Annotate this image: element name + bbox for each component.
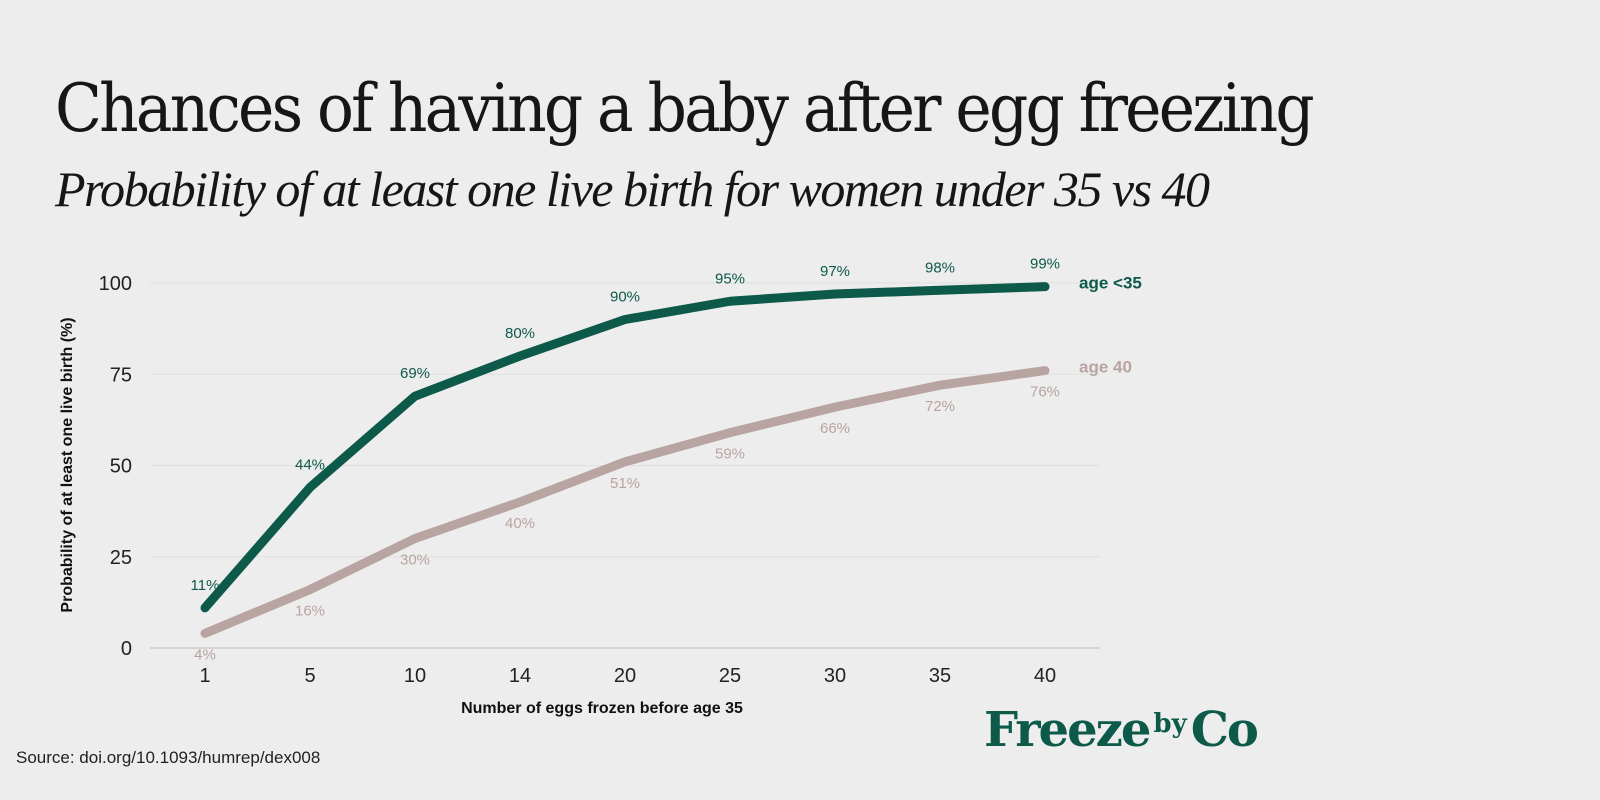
source-citation: Source: doi.org/10.1093/humrep/dex008 xyxy=(16,748,321,767)
x-tick-label: 35 xyxy=(929,665,951,687)
x-tick-label: 40 xyxy=(1034,665,1056,687)
data-label: 97% xyxy=(820,263,850,280)
chart-title: Chances of having a baby after egg freez… xyxy=(55,70,1315,147)
y-tick-label: 100 xyxy=(99,273,132,295)
data-label: 40% xyxy=(505,515,535,532)
y-axis-label: Probability of at least one live birth (… xyxy=(59,317,76,612)
logo-co: Co xyxy=(1190,702,1259,758)
x-tick-label: 5 xyxy=(304,665,315,687)
y-tick-label: 75 xyxy=(110,364,132,386)
data-label: 80% xyxy=(505,325,535,342)
series-line-age-under-35 xyxy=(200,282,1050,613)
data-label: 11% xyxy=(191,577,220,594)
data-label: 95% xyxy=(715,270,745,287)
data-label: 44% xyxy=(295,456,325,473)
data-label: 69% xyxy=(400,365,430,382)
y-tick-label: 25 xyxy=(110,547,132,569)
freezebyco-logo: Freeze byCo xyxy=(984,702,1259,758)
series-line-age-40 xyxy=(200,366,1050,638)
data-label: 72% xyxy=(925,398,955,415)
x-tick-label: 14 xyxy=(509,665,531,687)
x-tick-label: 30 xyxy=(824,665,846,687)
data-label: 98% xyxy=(925,259,955,276)
x-tick-label: 25 xyxy=(719,665,741,687)
x-tick-label: 1 xyxy=(199,665,210,687)
chart-subtitle: Probability of at least one live birth f… xyxy=(55,161,1210,217)
data-label: 51% xyxy=(610,475,640,492)
data-label: 59% xyxy=(715,446,745,463)
legend-age-40: age 40 xyxy=(1079,358,1132,377)
y-tick-label: 0 xyxy=(121,638,132,660)
logo-text: Freeze xyxy=(984,702,1151,758)
x-tick-label: 10 xyxy=(404,665,426,687)
data-label: 99% xyxy=(1030,256,1060,273)
data-label: 90% xyxy=(610,289,640,306)
x-tick-label: 20 xyxy=(614,665,636,687)
data-label: 4% xyxy=(194,646,216,663)
data-label: 16% xyxy=(295,603,325,620)
y-tick-label: 50 xyxy=(110,456,132,478)
logo-by: by xyxy=(1153,709,1187,739)
legend-age-under-35: age <35 xyxy=(1079,274,1142,293)
x-axis-label: Number of eggs frozen before age 35 xyxy=(461,700,743,717)
data-label: 30% xyxy=(400,552,430,569)
data-label: 76% xyxy=(1030,384,1060,401)
data-label: 66% xyxy=(820,420,850,437)
